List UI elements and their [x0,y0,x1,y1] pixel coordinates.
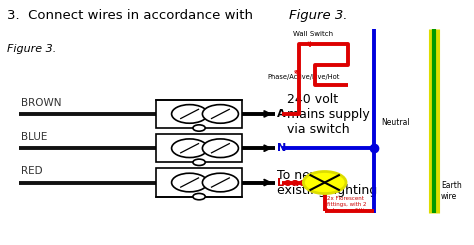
Text: RED: RED [21,166,43,176]
Text: Wall Switch: Wall Switch [293,31,333,37]
Text: BROWN: BROWN [21,98,62,108]
Circle shape [202,139,238,158]
Circle shape [172,105,208,123]
Text: Neutral: Neutral [382,118,410,127]
Text: BLUE: BLUE [21,132,48,142]
Text: Load: Load [277,178,307,187]
Bar [156,169,242,196]
Text: Figure 3.: Figure 3. [7,44,56,54]
Circle shape [193,194,205,200]
Circle shape [202,105,238,123]
Circle shape [193,125,205,131]
Circle shape [193,159,205,166]
Bar [156,134,242,162]
Text: 3.  Connect wires in accordance with: 3. Connect wires in accordance with [7,9,257,22]
Text: A: A [277,109,286,119]
Text: Figure 3.: Figure 3. [289,9,347,22]
Text: 2x Florescent
fittings, with 2
tubes per fitting: 2x Florescent fittings, with 2 tubes per… [327,196,371,213]
Circle shape [202,173,238,192]
Bar [156,100,242,128]
Text: To new or
existing lighting: To new or existing lighting [277,169,377,197]
Circle shape [172,173,208,192]
Circle shape [172,139,208,158]
Text: N: N [277,143,287,153]
Text: 240 volt
mains supply
via switch: 240 volt mains supply via switch [287,93,370,136]
Text: Phase/Active/Live/Hot: Phase/Active/Live/Hot [268,74,340,79]
Text: Earth
wire: Earth wire [441,181,462,201]
Circle shape [303,172,346,194]
